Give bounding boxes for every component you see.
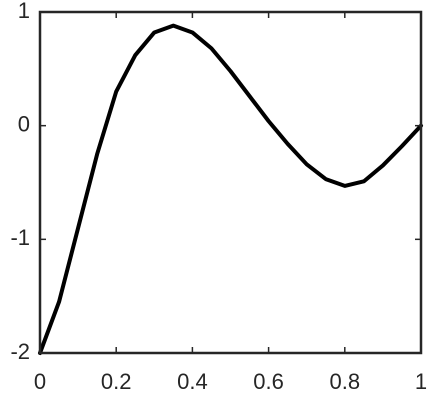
x-tick-label: 1	[415, 369, 427, 394]
x-tick-label: 0.6	[253, 369, 284, 394]
x-tick-label: 0	[34, 369, 46, 394]
x-tick-label: 0.2	[101, 369, 132, 394]
y-tick-label: -1	[10, 225, 30, 250]
y-tick-label: 1	[18, 0, 30, 23]
x-tick-label: 0.8	[330, 369, 361, 394]
x-tick-label: 0.4	[177, 369, 208, 394]
data-line	[38, 23, 423, 355]
plot-frame	[38, 10, 423, 355]
y-tick-label: 0	[18, 111, 30, 136]
y-tick-label: -2	[10, 339, 30, 364]
